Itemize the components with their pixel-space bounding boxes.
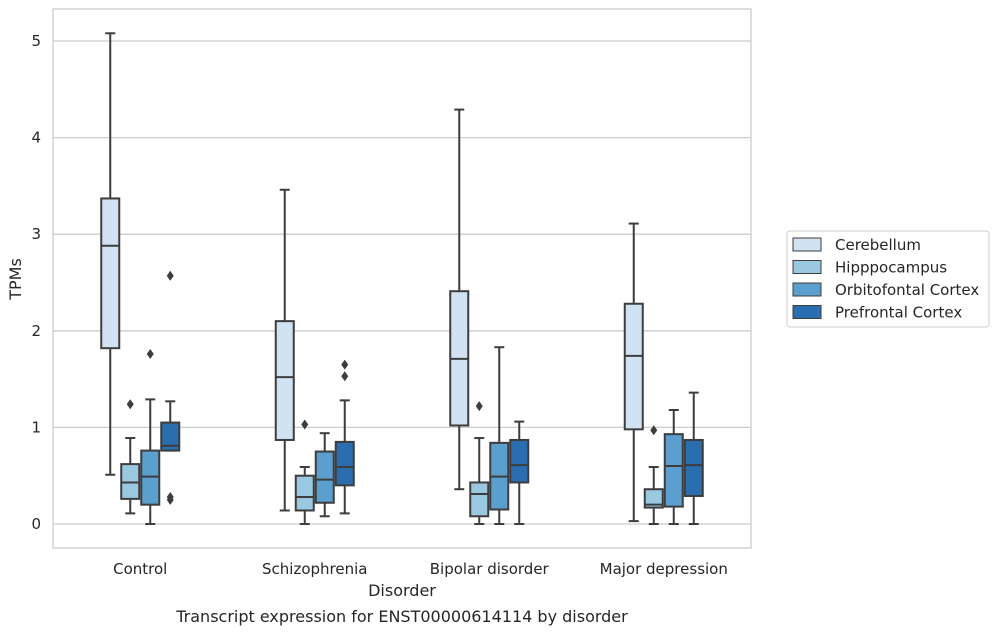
x-tick-label: Bipolar disorder xyxy=(430,560,550,578)
legend-swatch xyxy=(792,237,822,252)
box-hipppocampus xyxy=(120,399,141,515)
legend-swatch xyxy=(792,282,822,297)
chart-caption: Transcript expression for ENST0000061411… xyxy=(175,607,628,626)
legend-label: Prefrontal Cortex xyxy=(835,304,962,322)
y-tick-labels: 0 1 2 3 4 5 xyxy=(31,32,41,533)
outlier-point xyxy=(166,494,174,505)
box-prefrontal-cortex xyxy=(683,391,704,525)
box-cerebellum xyxy=(274,188,295,512)
box-prefrontal-cortex xyxy=(160,270,181,505)
x-tick-label: Schizophrenia xyxy=(262,560,367,578)
x-tick-label: Control xyxy=(113,560,167,578)
outlier-point xyxy=(146,348,154,359)
legend-label: Orbitofontal Cortex xyxy=(835,281,979,299)
outlier-point xyxy=(301,419,309,430)
box-cerebellum xyxy=(100,32,121,476)
legend-label: Hipppocampus xyxy=(835,259,947,277)
box-orbitofontal-cortex xyxy=(140,348,161,525)
box-iqr xyxy=(509,438,530,484)
y-tick-label: 2 xyxy=(31,322,41,340)
x-axis-title: Disorder xyxy=(368,581,436,600)
box-layer xyxy=(100,32,704,525)
box-iqr xyxy=(663,433,684,508)
x-tick-label: Major depression xyxy=(600,560,728,578)
box-prefrontal-cortex xyxy=(509,420,530,525)
legend-frame xyxy=(786,230,990,328)
y-tick-label: 1 xyxy=(31,418,41,436)
box-iqr xyxy=(334,440,355,487)
box-iqr xyxy=(160,421,181,452)
box-orbitofontal-cortex xyxy=(489,346,510,525)
box-hipppocampus xyxy=(469,401,490,525)
box-iqr xyxy=(643,488,664,509)
outlier-point xyxy=(650,425,658,436)
box-iqr xyxy=(469,481,490,518)
box-iqr xyxy=(314,450,335,504)
box-hipppocampus xyxy=(643,425,664,525)
box-orbitofontal-cortex xyxy=(314,432,335,518)
x-tick-labels: Control Schizophrenia Bipolar disorder Majo… xyxy=(113,560,728,578)
outlier-point xyxy=(475,401,483,412)
box-orbitofontal-cortex xyxy=(663,409,684,525)
legend-swatch xyxy=(792,305,822,319)
box-hipppocampus xyxy=(294,419,315,525)
outlier-point xyxy=(166,270,174,281)
legend-label: Cerebellum xyxy=(835,236,921,254)
legend: Cerebellum Hipppocampus Orbitofontal Corte… xyxy=(786,230,990,328)
legend-items: Cerebellum Hipppocampus Orbitofontal Corte… xyxy=(792,236,979,322)
y-tick-label: 0 xyxy=(31,515,41,533)
outlier-point xyxy=(126,399,134,410)
y-axis-title: TPMs xyxy=(6,258,25,301)
y-tick-label: 3 xyxy=(31,225,41,243)
box-iqr xyxy=(683,438,704,497)
box-cerebellum xyxy=(623,222,644,523)
outlier-point xyxy=(341,359,349,370)
y-tick-label: 4 xyxy=(31,129,41,147)
outlier-point xyxy=(341,371,349,382)
box-iqr xyxy=(100,197,121,350)
plot-frame xyxy=(52,8,752,549)
box-iqr xyxy=(294,474,315,512)
box-cerebellum xyxy=(449,108,470,491)
box-iqr xyxy=(274,320,295,441)
box-iqr xyxy=(623,302,644,431)
legend-swatch xyxy=(792,260,822,274)
box-prefrontal-cortex xyxy=(334,359,355,515)
y-tick-label: 5 xyxy=(31,32,41,50)
